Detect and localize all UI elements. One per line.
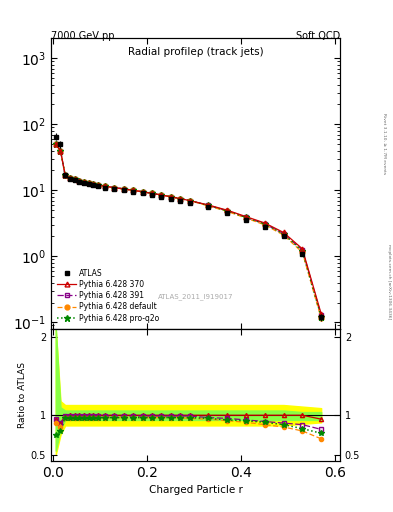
X-axis label: Charged Particle r: Charged Particle r xyxy=(149,485,242,495)
Legend: ATLAS, Pythia 6.428 370, Pythia 6.428 391, Pythia 6.428 default, Pythia 6.428 pr: ATLAS, Pythia 6.428 370, Pythia 6.428 39… xyxy=(55,266,162,325)
Y-axis label: Ratio to ATLAS: Ratio to ATLAS xyxy=(18,362,27,428)
Text: Radial profileρ (track jets): Radial profileρ (track jets) xyxy=(128,47,263,57)
Text: ATLAS_2011_I919017: ATLAS_2011_I919017 xyxy=(158,293,233,300)
Text: mcplots.cern.ch [arXiv:1306.3436]: mcplots.cern.ch [arXiv:1306.3436] xyxy=(387,244,391,319)
Text: Rivet 3.1.10, ≥ 1.7M events: Rivet 3.1.10, ≥ 1.7M events xyxy=(382,113,386,174)
Text: Soft QCD: Soft QCD xyxy=(296,31,340,41)
Text: 7000 GeV pp: 7000 GeV pp xyxy=(51,31,115,41)
